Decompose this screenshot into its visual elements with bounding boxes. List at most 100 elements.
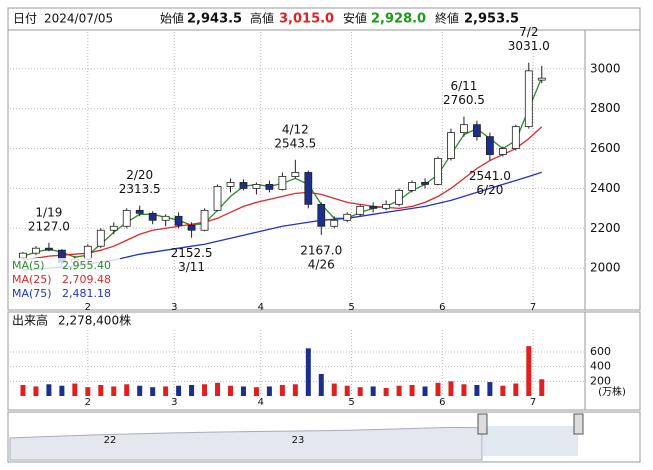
volume-bar [409, 385, 415, 396]
candle-body [96, 229, 105, 247]
volume-bar [292, 384, 298, 396]
field-value: 2,943.5 [187, 12, 242, 27]
ma-line [22, 126, 543, 261]
x-tick-label: 3 [171, 302, 177, 313]
navigator[interactable] [7, 411, 641, 463]
x-tick-label: 4 [258, 302, 264, 313]
x-tick-label: 7 [530, 302, 536, 313]
x-tick-label: 6 [439, 302, 445, 313]
volume-unit: (万株) [598, 385, 626, 398]
y-tick-label: 3000 [590, 61, 621, 75]
volume-bar [435, 382, 441, 396]
annotation-price: 2313.5 [119, 182, 161, 196]
annotation-date: 4/26 [308, 257, 335, 271]
date-label: 日付 [13, 12, 37, 26]
field-label: 安値 [343, 11, 367, 26]
navigator-handle-right[interactable] [573, 413, 584, 435]
candle-body [434, 158, 442, 185]
candle-body [109, 225, 118, 231]
volume-bar [85, 387, 91, 396]
volume-bar [163, 386, 169, 396]
volume-bar [331, 383, 337, 396]
volume-bar [487, 382, 493, 396]
x-tick-label: 5 [348, 397, 354, 408]
legend-value: 2,481.18 [62, 287, 111, 300]
annotation-price: 2167.0 [300, 243, 342, 257]
volume-bar [72, 383, 78, 396]
annotation-price: 2152.5 [171, 246, 213, 260]
navigator-area [9, 426, 483, 461]
candle-body [369, 205, 378, 209]
annotation-price: 2543.5 [274, 136, 316, 150]
candle-body [330, 219, 339, 227]
y-tick-label: 600 [590, 345, 611, 358]
navigator-window[interactable] [482, 426, 578, 456]
y-tick-label: 2000 [590, 261, 621, 275]
candle-body [395, 190, 403, 205]
volume-bar [46, 384, 52, 396]
volume-panel [7, 311, 641, 411]
candle-body [122, 209, 131, 227]
y-tick-label: 2600 [590, 141, 621, 155]
y-tick-label: 2400 [590, 181, 621, 195]
legend-box [10, 258, 120, 302]
candle-body [473, 124, 481, 138]
candle-body [408, 182, 416, 191]
volume-bar [111, 386, 117, 396]
volume-bar [422, 386, 428, 396]
candle-body [447, 132, 455, 159]
y-tick-label: 400 [590, 360, 611, 373]
annotation-date: 4/12 [282, 122, 309, 136]
candle-body [485, 136, 494, 155]
candle-body [421, 182, 429, 185]
volume-bar [500, 385, 506, 396]
candle-body [32, 247, 40, 254]
candle-body [511, 126, 520, 149]
field-label: 終値 [435, 11, 459, 26]
volume-bar [539, 379, 545, 396]
y-tick-label: 2200 [590, 221, 621, 235]
date: 2024/07/05 [44, 12, 113, 26]
candle-body [213, 186, 222, 211]
volume-bar [124, 384, 130, 396]
volume-bar [98, 385, 104, 396]
volume-bar [202, 384, 208, 396]
volume-bar [176, 385, 182, 396]
candle-body [265, 184, 274, 190]
x-tick-label: 5 [348, 302, 354, 313]
candle-body [45, 247, 53, 251]
field-label: 始値 [160, 11, 184, 26]
candle-body [304, 172, 313, 205]
volume-bar [240, 386, 246, 396]
volume-bar [396, 385, 402, 396]
x-tick-label: 4 [258, 397, 264, 408]
annotation-price: 3031.0 [508, 39, 550, 53]
volume-bar [305, 348, 311, 396]
navigator-handle-left[interactable] [477, 413, 488, 435]
field-value: 2,953.5 [464, 12, 519, 27]
volume-bar [318, 374, 324, 396]
navigator-label: 23 [292, 435, 305, 446]
volume-bar [189, 385, 195, 396]
candle-body [317, 203, 326, 227]
annotation-date: 1/19 [35, 205, 62, 219]
annotation-date: 6/11 [450, 79, 477, 93]
volume-bar [344, 385, 350, 396]
legend-value: 2,955.40 [62, 259, 111, 272]
candle-body [83, 245, 92, 260]
annotation-date: 3/11 [178, 260, 205, 274]
x-tick-label: 3 [171, 397, 177, 408]
candle-body [226, 182, 235, 187]
field-value: 3,015.0 [279, 12, 334, 27]
volume-title: 出来高 [12, 313, 48, 328]
candle-body [187, 224, 196, 231]
candle-body [498, 148, 507, 155]
candle-body [200, 209, 209, 231]
volume-bar [526, 346, 532, 396]
annotation-price: 2760.5 [443, 93, 485, 107]
candle-body [135, 209, 144, 214]
volume-bar [227, 385, 233, 396]
candle-body [174, 215, 183, 226]
x-tick-label: 7 [530, 397, 536, 408]
